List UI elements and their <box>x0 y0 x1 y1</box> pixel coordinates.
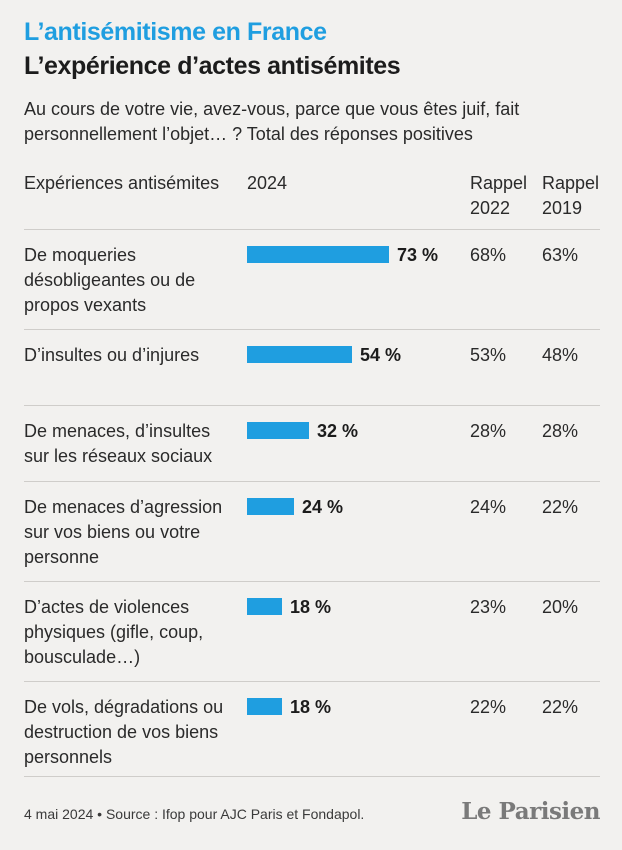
chart-subtitle: Au cours de votre vie, avez-vous, parce … <box>24 99 520 144</box>
table-row: D’actes de violences physiques (gifle, c… <box>24 581 600 681</box>
bar-2024 <box>247 346 352 363</box>
header-rappel-2019: Rappel 2019 <box>542 173 600 218</box>
bar-2024 <box>247 498 294 515</box>
value-rappel-2022: 24% <box>470 497 507 517</box>
value-rappel-2019: 48% <box>542 345 579 365</box>
value-rappel-2022: 53% <box>470 345 507 365</box>
chart-rows: De moqueries désobligeantes ou de propos… <box>24 229 600 781</box>
le-parisien-logo: Le Parisien <box>461 798 600 825</box>
bar-value-label: 32 % <box>317 421 359 441</box>
value-rappel-2019: 22% <box>542 697 579 717</box>
value-rappel-2019: 20% <box>542 597 579 617</box>
row-label: D’actes de violences physiques (gifle, c… <box>24 597 204 667</box>
row-label: De moqueries désobligeantes ou de propos… <box>24 245 196 315</box>
table-row: De menaces, d’insultes sur les réseaux s… <box>24 405 600 481</box>
table-row: D’insultes ou d’injures 54 % 53% 48% <box>24 329 600 405</box>
row-label: D’insultes ou d’injures <box>24 345 200 365</box>
bar-2024 <box>247 598 282 615</box>
table-row: De vols, dégradations ou destruction de … <box>24 681 600 781</box>
bar-value-label: 24 % <box>302 497 344 517</box>
value-rappel-2022: 68% <box>470 245 507 265</box>
header-category: Expériences antisémites <box>24 173 220 193</box>
value-rappel-2022: 28% <box>470 421 507 441</box>
bar-2024 <box>247 246 389 263</box>
bar-value-label: 18 % <box>290 597 332 617</box>
bar-value-label: 73 % <box>397 245 439 265</box>
row-label: De vols, dégradations ou destruction de … <box>24 697 224 767</box>
header-2024: 2024 <box>247 173 288 193</box>
footer-source: 4 mai 2024 • Source : Ifop pour AJC Pari… <box>24 806 365 822</box>
chart-title: L’expérience d’actes antisémites <box>24 52 401 80</box>
row-label: De menaces, d’insultes sur les réseaux s… <box>24 421 213 466</box>
bottom-divider <box>24 776 600 777</box>
bar-2024 <box>247 698 282 715</box>
value-rappel-2022: 22% <box>470 697 507 717</box>
row-label: De menaces d’agression sur vos biens ou … <box>24 497 223 567</box>
bar-value-label: 54 % <box>360 345 402 365</box>
bar-2024 <box>247 422 309 439</box>
bar-value-label: 18 % <box>290 697 332 717</box>
kicker-title: L’antisémitisme en France <box>24 18 327 46</box>
value-rappel-2022: 23% <box>470 597 507 617</box>
value-rappel-2019: 22% <box>542 497 579 517</box>
value-rappel-2019: 28% <box>542 421 579 441</box>
table-row: De menaces d’agression sur vos biens ou … <box>24 481 600 581</box>
value-rappel-2019: 63% <box>542 245 579 265</box>
header-rappel-2022: Rappel 2022 <box>470 173 528 218</box>
table-row: De moqueries désobligeantes ou de propos… <box>24 229 600 329</box>
